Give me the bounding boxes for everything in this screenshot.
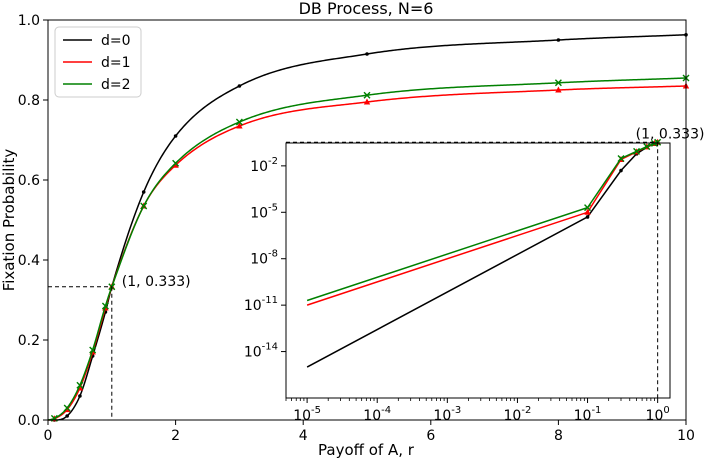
data-point-d1 — [555, 86, 562, 93]
inset-data-point-d2 — [584, 204, 592, 212]
x-tick-label: 2 — [171, 428, 180, 444]
inset-y-tick-label: 10-8 — [250, 249, 278, 268]
x-tick-label: 4 — [299, 428, 308, 444]
y-tick-label: 0.6 — [18, 173, 40, 189]
data-point-d0 — [173, 134, 178, 138]
x-axis-label: Payoff of A, r — [318, 441, 415, 459]
inset-background — [286, 143, 670, 398]
data-point-d0 — [237, 84, 242, 88]
data-point-d2 — [140, 202, 148, 210]
inset-x-tick-label: 10-2 — [504, 405, 532, 424]
data-point-d0 — [365, 52, 369, 56]
data-point-d1 — [363, 98, 371, 105]
y-tick-label: 0.4 — [18, 253, 40, 269]
inset-x-tick-label: 10-3 — [433, 405, 461, 424]
inset-annotation: (1, 0.333) — [636, 126, 705, 142]
legend-label-d0: d=0 — [101, 33, 131, 49]
y-tick-label: 0.8 — [18, 93, 40, 109]
inset-y-tick-label: 10-2 — [250, 156, 278, 175]
data-point-d2 — [101, 302, 109, 310]
inset-data-point-d0 — [585, 215, 590, 219]
y-tick-label: 1.0 — [18, 13, 40, 29]
x-tick-label: 6 — [426, 428, 435, 444]
data-point-d1 — [236, 122, 243, 129]
data-point-d0 — [556, 38, 561, 42]
inset-x-tick-label: 10-4 — [363, 405, 391, 424]
main-plot: DB Process, N=6 Payoff of A, r Fixation … — [0, 0, 695, 459]
inset-y-tick-label: 10-14 — [244, 342, 278, 361]
inset-x-tick-label: 100 — [646, 405, 670, 424]
data-point-d1 — [172, 161, 179, 168]
chart-title: DB Process, N=6 — [299, 0, 434, 18]
inset-plot: 10-5 10-4 10-3 10-2 10-1 100 10-14 10-11 10-8 10-… — [244, 126, 705, 424]
legend-label-d1: d=1 — [101, 55, 131, 71]
x-tick-label: 10 — [677, 428, 695, 444]
inset-data-point-d2 — [643, 143, 651, 151]
main-annotation: (1, 0.333) — [122, 274, 191, 290]
inset-y-tick-label: 10-11 — [244, 295, 278, 314]
inset-data-point-d0 — [619, 168, 623, 173]
data-point-d2 — [63, 404, 71, 412]
data-point-d2 — [172, 159, 180, 167]
inset-y-tick-label: 10-5 — [250, 202, 278, 221]
y-tick-label: 0.2 — [18, 333, 40, 349]
x-tick-label: 0 — [44, 428, 53, 444]
inset-data-point-d2 — [617, 154, 625, 162]
data-point-d2 — [89, 346, 97, 354]
legend-label-d2: d=2 — [101, 77, 131, 93]
data-point-d2 — [554, 79, 562, 87]
data-point-d0 — [65, 414, 69, 418]
data-point-d0 — [141, 190, 146, 194]
legend: d=0 d=1 d=2 — [54, 26, 142, 98]
data-point-d0 — [78, 394, 82, 398]
inset-x-tick-label: 10-5 — [293, 405, 321, 424]
data-point-d2 — [363, 91, 371, 99]
data-point-d2 — [235, 118, 243, 126]
x-tick-label: 8 — [554, 428, 563, 444]
inset-data-point-d1 — [584, 208, 591, 215]
y-axis-label: Fixation Probability — [0, 149, 18, 292]
legend-box — [54, 26, 142, 98]
inset-x-tick-label: 10-1 — [574, 405, 602, 424]
y-tick-label: 0.0 — [18, 413, 40, 429]
inset-data-point-d2 — [633, 147, 641, 155]
data-point-d2 — [76, 381, 84, 389]
main-plot-frame — [47, 19, 687, 421]
inset-plot-frame — [285, 142, 671, 399]
